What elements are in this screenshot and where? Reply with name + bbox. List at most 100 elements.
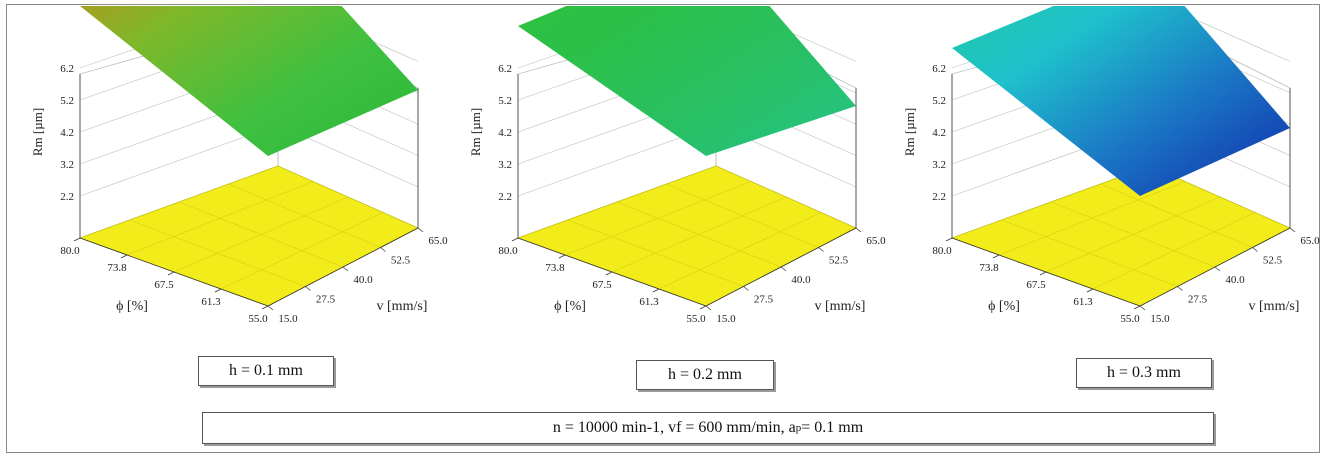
z-tick-label: 3.2 [60, 159, 74, 171]
z-tick-label: 6.2 [932, 63, 946, 75]
y-tick [1139, 305, 1146, 311]
floor-gridline [616, 201, 782, 268]
x-tick-label: 61.3 [639, 296, 659, 308]
x-tick [992, 254, 1000, 259]
x-tick-label: 67.5 [154, 279, 174, 291]
floor-gridline [178, 201, 344, 268]
y-tick [855, 227, 862, 233]
y-tick-label: 40.0 [791, 274, 811, 286]
y-tick-label: 27.5 [1188, 294, 1208, 306]
y-tick [305, 286, 311, 291]
floor-gridline [228, 183, 381, 248]
x-tick-label: 61.3 [201, 296, 221, 308]
y-tick-label: 40.0 [1225, 274, 1245, 286]
x-axis-label: ϕ [%] [116, 299, 148, 314]
floor-gridline [658, 212, 822, 290]
z-tick-label: 4.2 [498, 127, 512, 139]
y-axis-label: v [mm/s] [815, 299, 866, 314]
conditions-subscript: p [795, 422, 802, 434]
x-tick-label: 55.0 [248, 313, 268, 325]
response-surface [952, 6, 1290, 196]
surface-plot-h03: 6.2 5.2 4.2 3.2 2.2 Rm [µm] 80.0 73.8 67.5 61.3 55… [902, 6, 1320, 325]
x-tick-label: 80.0 [932, 245, 952, 257]
x-tick [73, 237, 81, 242]
z-axis-label: Rm [µm] [902, 108, 917, 156]
y-tick-label: 52.5 [829, 255, 849, 267]
x-tick [699, 305, 707, 310]
z-tick-label: 4.2 [932, 127, 946, 139]
z-tick-label: 3.2 [932, 159, 946, 171]
z-tick-label: 5.2 [60, 95, 74, 107]
y-tick-label: 40.0 [353, 274, 373, 286]
response-surface [518, 6, 856, 156]
floor-gridline [220, 212, 384, 290]
conditions-text-end: = 0.1 mm [801, 419, 864, 436]
y-tick [818, 247, 824, 252]
y-tick-label: 27.5 [316, 294, 336, 306]
y-tick [1252, 247, 1258, 252]
z-tick-label: 5.2 [932, 95, 946, 107]
y-tick-label: 15.0 [1150, 313, 1170, 325]
panel-label-h01: h = 0.1 mm [198, 356, 334, 386]
y-axis-label: v [mm/s] [1249, 299, 1300, 314]
floor-gridline [1100, 183, 1253, 248]
y-tick-label: 65.0 [866, 235, 886, 247]
y-tick [1214, 266, 1221, 272]
x-tick [214, 288, 222, 293]
y-tick [380, 247, 386, 252]
floor-gridline [1050, 201, 1216, 268]
x-tick-label: 73.8 [107, 262, 127, 274]
x-tick [261, 305, 269, 310]
x-tick-label: 55.0 [686, 313, 706, 325]
z-tick-label: 2.2 [60, 191, 74, 203]
z-tick-label: 2.2 [932, 191, 946, 203]
y-tick [342, 266, 349, 272]
z-tick-label: 4.2 [60, 127, 74, 139]
x-tick-label: 80.0 [498, 245, 518, 257]
panel-label-h02: h = 0.2 mm [636, 360, 774, 390]
x-tick-label: 80.0 [60, 245, 80, 257]
x-tick-label: 67.5 [592, 279, 612, 291]
y-tick [705, 305, 712, 311]
y-tick [780, 266, 787, 272]
z-axis-label: Rm [µm] [30, 108, 45, 156]
conditions-text: n = 10000 min-1, vf = 600 mm/min, a [552, 419, 796, 436]
x-axis-label: ϕ [%] [988, 299, 1020, 314]
y-tick [1289, 227, 1296, 233]
x-tick-label: 67.5 [1026, 279, 1046, 291]
x-tick [652, 288, 660, 293]
x-tick-label: 55.0 [1120, 313, 1140, 325]
x-tick [558, 254, 566, 259]
floor-gridline [666, 183, 819, 248]
floor-gridline [1092, 212, 1256, 290]
x-tick-label: 73.8 [545, 262, 565, 274]
x-tick [1039, 271, 1047, 276]
x-axis-label: ϕ [%] [554, 299, 586, 314]
z-tick-label: 3.2 [498, 159, 512, 171]
z-tick-label: 5.2 [498, 95, 512, 107]
x-tick-label: 73.8 [979, 262, 999, 274]
z-axis-label: Rm [µm] [468, 108, 483, 156]
figure-frame [6, 4, 1320, 453]
x-tick-label: 61.3 [1073, 296, 1093, 308]
z-tick-label: 6.2 [498, 63, 512, 75]
y-tick-label: 15.0 [716, 313, 736, 325]
surface-plot-h02: 6.2 5.2 4.2 3.2 2.2 Rm [µm] 80.0 73.8 67.5 61.3 55… [468, 6, 886, 325]
y-tick [267, 305, 274, 311]
y-tick-label: 52.5 [391, 255, 411, 267]
response-surface [80, 6, 418, 156]
y-axis-label: v [mm/s] [377, 299, 428, 314]
x-tick [120, 254, 128, 259]
panel-label-h03: h = 0.3 mm [1076, 358, 1212, 388]
x-tick [605, 271, 613, 276]
z-tick-label: 2.2 [498, 191, 512, 203]
surface-plot-h01: 6.2 5.2 4.2 3.2 2.2 Rm [µm] 80.0 73.8 67.5 61.3 55… [30, 6, 448, 325]
x-tick [511, 237, 519, 242]
y-tick-label: 27.5 [754, 294, 774, 306]
y-tick [743, 286, 749, 291]
x-tick [945, 237, 953, 242]
x-tick [1086, 288, 1094, 293]
z-tick-label: 6.2 [60, 63, 74, 75]
